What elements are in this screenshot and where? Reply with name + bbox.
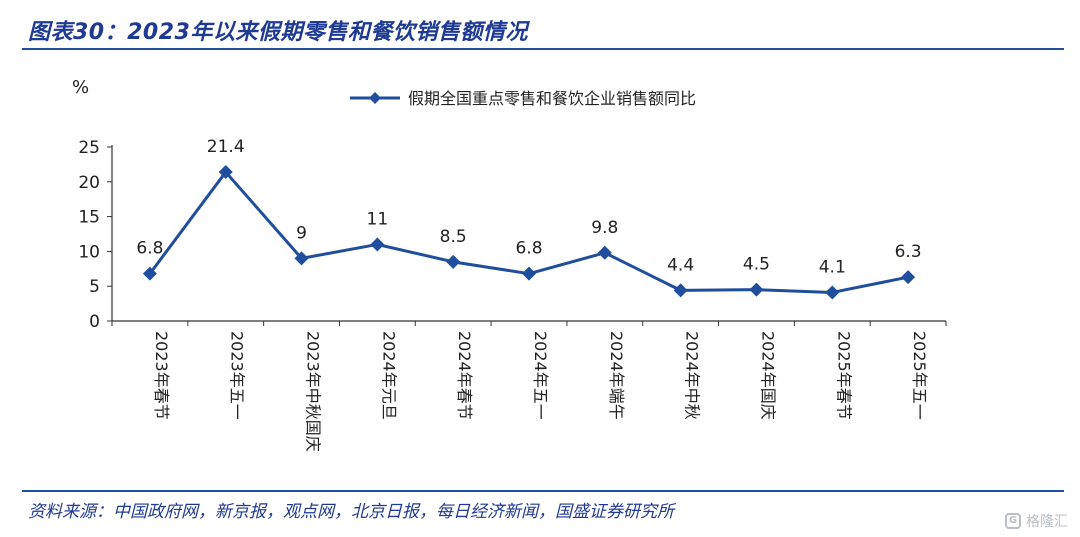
y-tick-label: 5 [89, 277, 100, 297]
chart-series [142, 165, 916, 300]
data-label: 9.8 [591, 218, 618, 238]
data-point-marker [294, 251, 309, 266]
data-label: 9 [296, 223, 307, 243]
chart-legend: 假期全国重点零售和餐饮企业销售额同比 [350, 89, 696, 108]
watermark-logo-icon: G [1005, 513, 1021, 529]
y-axis-unit-label: % [72, 77, 89, 98]
data-label: 4.5 [743, 255, 770, 275]
chart-axes [111, 145, 946, 322]
source-divider [22, 490, 1064, 492]
data-point-marker [597, 245, 612, 260]
x-category-label: 2024年国庆 [758, 331, 777, 420]
line-chart: 0 5 10 15 20 25 2023年春节 2023年五一 2023年中秋国庆 2024年元… [72, 77, 947, 452]
data-point-marker [446, 254, 461, 269]
watermark: G 格隆汇 [1005, 511, 1068, 531]
x-category-label: 2025年春节 [834, 331, 853, 420]
figure-title: 图表30：2023年以来假期零售和餐饮销售额情况 [28, 20, 528, 45]
x-category-label: 2024年春节 [455, 331, 474, 420]
data-point-marker [142, 266, 157, 281]
data-point-marker [749, 282, 764, 297]
data-point-marker [370, 237, 385, 252]
data-label: 6.8 [136, 239, 163, 259]
y-tick-label: 25 [78, 138, 100, 158]
x-category-label: 2024年中秋 [683, 331, 702, 420]
legend-series-label: 假期全国重点零售和餐饮企业销售额同比 [408, 89, 696, 108]
source-note: 资料来源：中国政府网，新京报，观点网，北京日报，每日经济新闻，国盛证券研究所 [28, 502, 674, 522]
title-divider [22, 48, 1064, 50]
y-tick-label: 15 [78, 208, 100, 228]
data-label: 21.4 [207, 137, 245, 157]
x-category-label: 2024年元旦 [379, 331, 398, 420]
data-point-marker [825, 285, 840, 300]
x-category-label: 2025年五一 [910, 331, 929, 420]
chart-ticks: 0 5 10 15 20 25 [78, 138, 947, 332]
data-labels: 6.8 21.4 9 11 8.5 6.8 9.8 4.4 4.5 4.1 6.3 [136, 137, 921, 277]
watermark-text: 格隆汇 [1026, 514, 1068, 530]
data-label: 6.3 [895, 242, 922, 262]
data-label: 11 [367, 209, 389, 229]
data-point-marker [901, 270, 916, 285]
data-point-marker [218, 165, 233, 180]
y-tick-label: 10 [78, 242, 100, 262]
x-category-label: 2023年春节 [152, 331, 171, 420]
y-tick-label: 0 [89, 312, 100, 332]
x-category-label: 2023年中秋国庆 [304, 331, 323, 452]
x-axis-labels: 2023年春节 2023年五一 2023年中秋国庆 2024年元旦 2024年春节 202… [152, 331, 929, 452]
data-point-marker [673, 283, 688, 298]
x-category-label: 2023年五一 [228, 331, 247, 420]
legend-marker-icon [369, 92, 381, 104]
data-label: 4.4 [667, 255, 694, 275]
data-label: 4.1 [819, 257, 846, 277]
data-point-marker [522, 266, 536, 281]
y-tick-label: 20 [78, 173, 100, 193]
x-category-label: 2024年五一 [531, 331, 550, 420]
data-label: 6.8 [515, 239, 542, 259]
data-label: 8.5 [440, 227, 467, 247]
x-category-label: 2024年端午 [607, 331, 626, 420]
